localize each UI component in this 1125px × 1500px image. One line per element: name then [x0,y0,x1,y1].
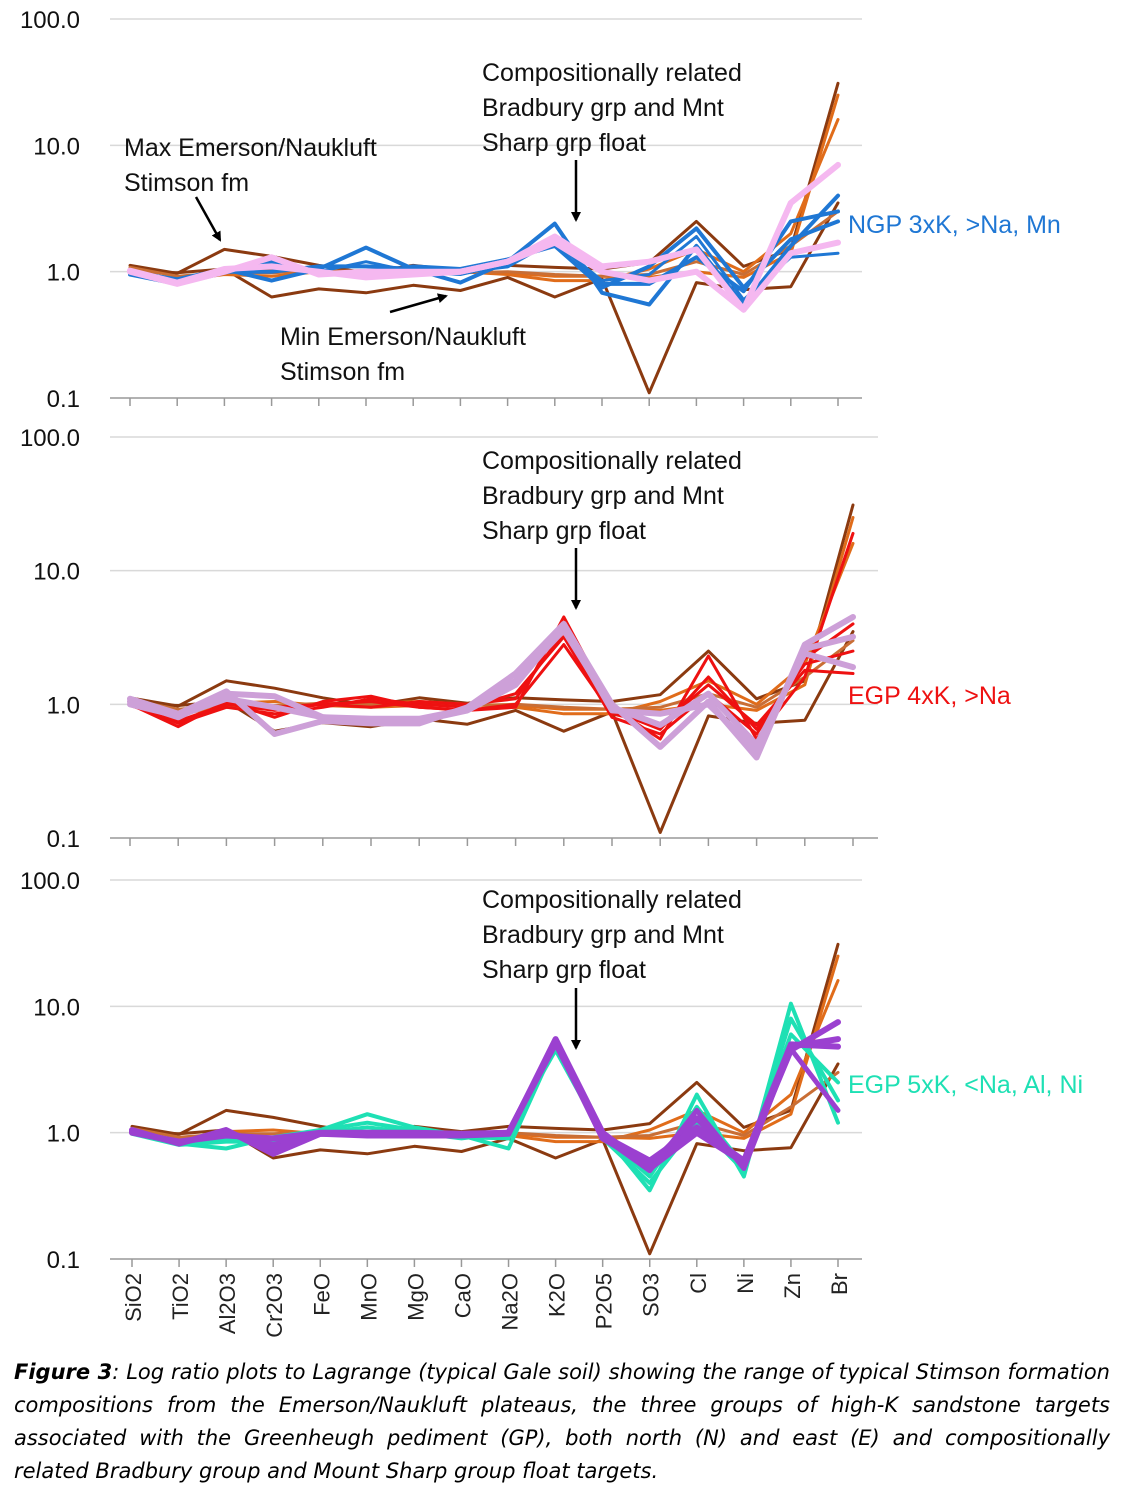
chart-panel-2: 100.0 10.0 1.0 0.1 Compositionally related Br… [20,425,1011,853]
annotation-line: Bradbury grp and Mnt [482,482,724,510]
x-tick-label: K2O [545,1273,570,1317]
annotation-max: Max Emerson/Naukluft Stimson fm [124,134,377,197]
annotation-line: Compositionally related [482,59,742,87]
x-tick-label: Al2O3 [215,1273,240,1334]
series-line-12 [127,627,856,748]
chart-panel-3: 100.0 10.0 1.0 0.1 SiO2 TiO2 Al2O3 Cr2O3 FeO MnO M… [20,868,1083,1338]
y-tick-label: 0.1 [47,386,80,413]
annotation-line: EGP 5xK, <Na, Al, Ni [848,1071,1083,1099]
y-tick-label: 1.0 [47,260,80,287]
annotation-line: NGP 3xK, >Na, Mn [848,211,1061,239]
x-tick-label: Na2O [498,1273,523,1330]
y-tick-label: 100.0 [20,868,80,895]
annotation-rel: Compositionally related Bradbury grp and … [482,59,742,157]
annotation-line: Sharp grp float [482,129,646,157]
x-tick-label: SO3 [639,1273,664,1317]
figure-caption-text: : Log ratio plots to Lagrange (typical G… [14,1360,1110,1483]
annotation-line: Bradbury grp and Mnt [482,921,724,949]
x-tick-label: FeO [309,1273,334,1316]
y-tick-label: 0.1 [47,1247,80,1274]
x-tick-label: Cr2O3 [262,1273,287,1338]
figure-caption-label: Figure 3 [14,1360,113,1384]
x-tick-label: Ni [733,1273,758,1294]
figure-caption: Figure 3: Log ratio plots to Lagrange (t… [14,1356,1110,1488]
annotation-line: Sharp grp float [482,956,646,984]
y-tick-label: 10.0 [33,559,80,586]
x-tick-label: Cl [686,1273,711,1294]
x-tick-label: CaO [450,1273,475,1318]
annotation-line: Min Emerson/Naukluft [280,323,526,351]
y-tick-label: 10.0 [33,994,80,1021]
series-line-2 [128,201,840,395]
series-line-12 [129,1041,841,1174]
x-tick-label: MgO [403,1273,428,1321]
y-tick-label: 100.0 [20,425,80,452]
annotation-arrow [389,293,448,314]
x-tick-label: TiO2 [168,1273,193,1320]
annotation-rel: Compositionally related Bradbury grp and … [482,886,742,984]
y-tick-label: 100.0 [20,7,80,34]
annotation-arrow [194,196,222,242]
annotation-group: EGP 5xK, <Na, Al, Ni [848,1071,1083,1099]
y-tick-label: 1.0 [47,1121,80,1148]
y-tick-label: 1.0 [47,692,80,719]
annotation-line: Stimson fm [124,169,249,197]
chart-figure: 100.0 10.0 1.0 0.1 Max Emerson/Naukluft Stims… [20,7,1083,1338]
annotation-line: Max Emerson/Naukluft [124,134,377,162]
annotation-rel: Compositionally related Bradbury grp and … [482,447,742,545]
annotation-line: EGP 4xK, >Na [848,682,1011,710]
series-line-1 [130,942,840,1136]
x-tick-label: Zn [780,1273,805,1299]
annotation-group: EGP 4xK, >Na [848,682,1011,710]
chart-panel-1: 100.0 10.0 1.0 0.1 Max Emerson/Naukluft Stims… [20,7,1061,413]
series-line-11 [127,239,841,313]
x-tick-label: SiO2 [121,1273,146,1322]
annotation-line: Compositionally related [482,447,742,475]
series-line-3 [128,516,855,716]
annotation-group: NGP 3xK, >Na, Mn [848,211,1061,239]
x-tick-label: MnO [356,1273,381,1321]
annotation-min: Min Emerson/Naukluft Stimson fm [280,323,526,386]
annotation-line: Bradbury grp and Mnt [482,94,724,122]
series-line-9 [128,630,855,731]
y-tick-label: 0.1 [47,826,80,853]
series-line-6 [130,1001,840,1193]
x-tick-label: Br [827,1273,852,1295]
annotation-line: Sharp grp float [482,517,646,545]
y-tick-label: 10.0 [33,133,80,160]
x-tick-label: P2O5 [592,1273,617,1329]
annotation-line: Compositionally related [482,886,742,914]
annotation-line: Stimson fm [280,358,405,386]
